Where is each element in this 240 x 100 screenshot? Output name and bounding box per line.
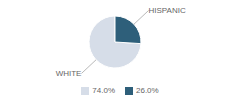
svg-text:WHITE: WHITE [56, 69, 82, 78]
html-text:26.0%: 26.0% [136, 86, 159, 95]
svg-text:HISPANIC: HISPANIC [149, 6, 186, 15]
html-text:74.0%: 74.0% [92, 86, 115, 95]
